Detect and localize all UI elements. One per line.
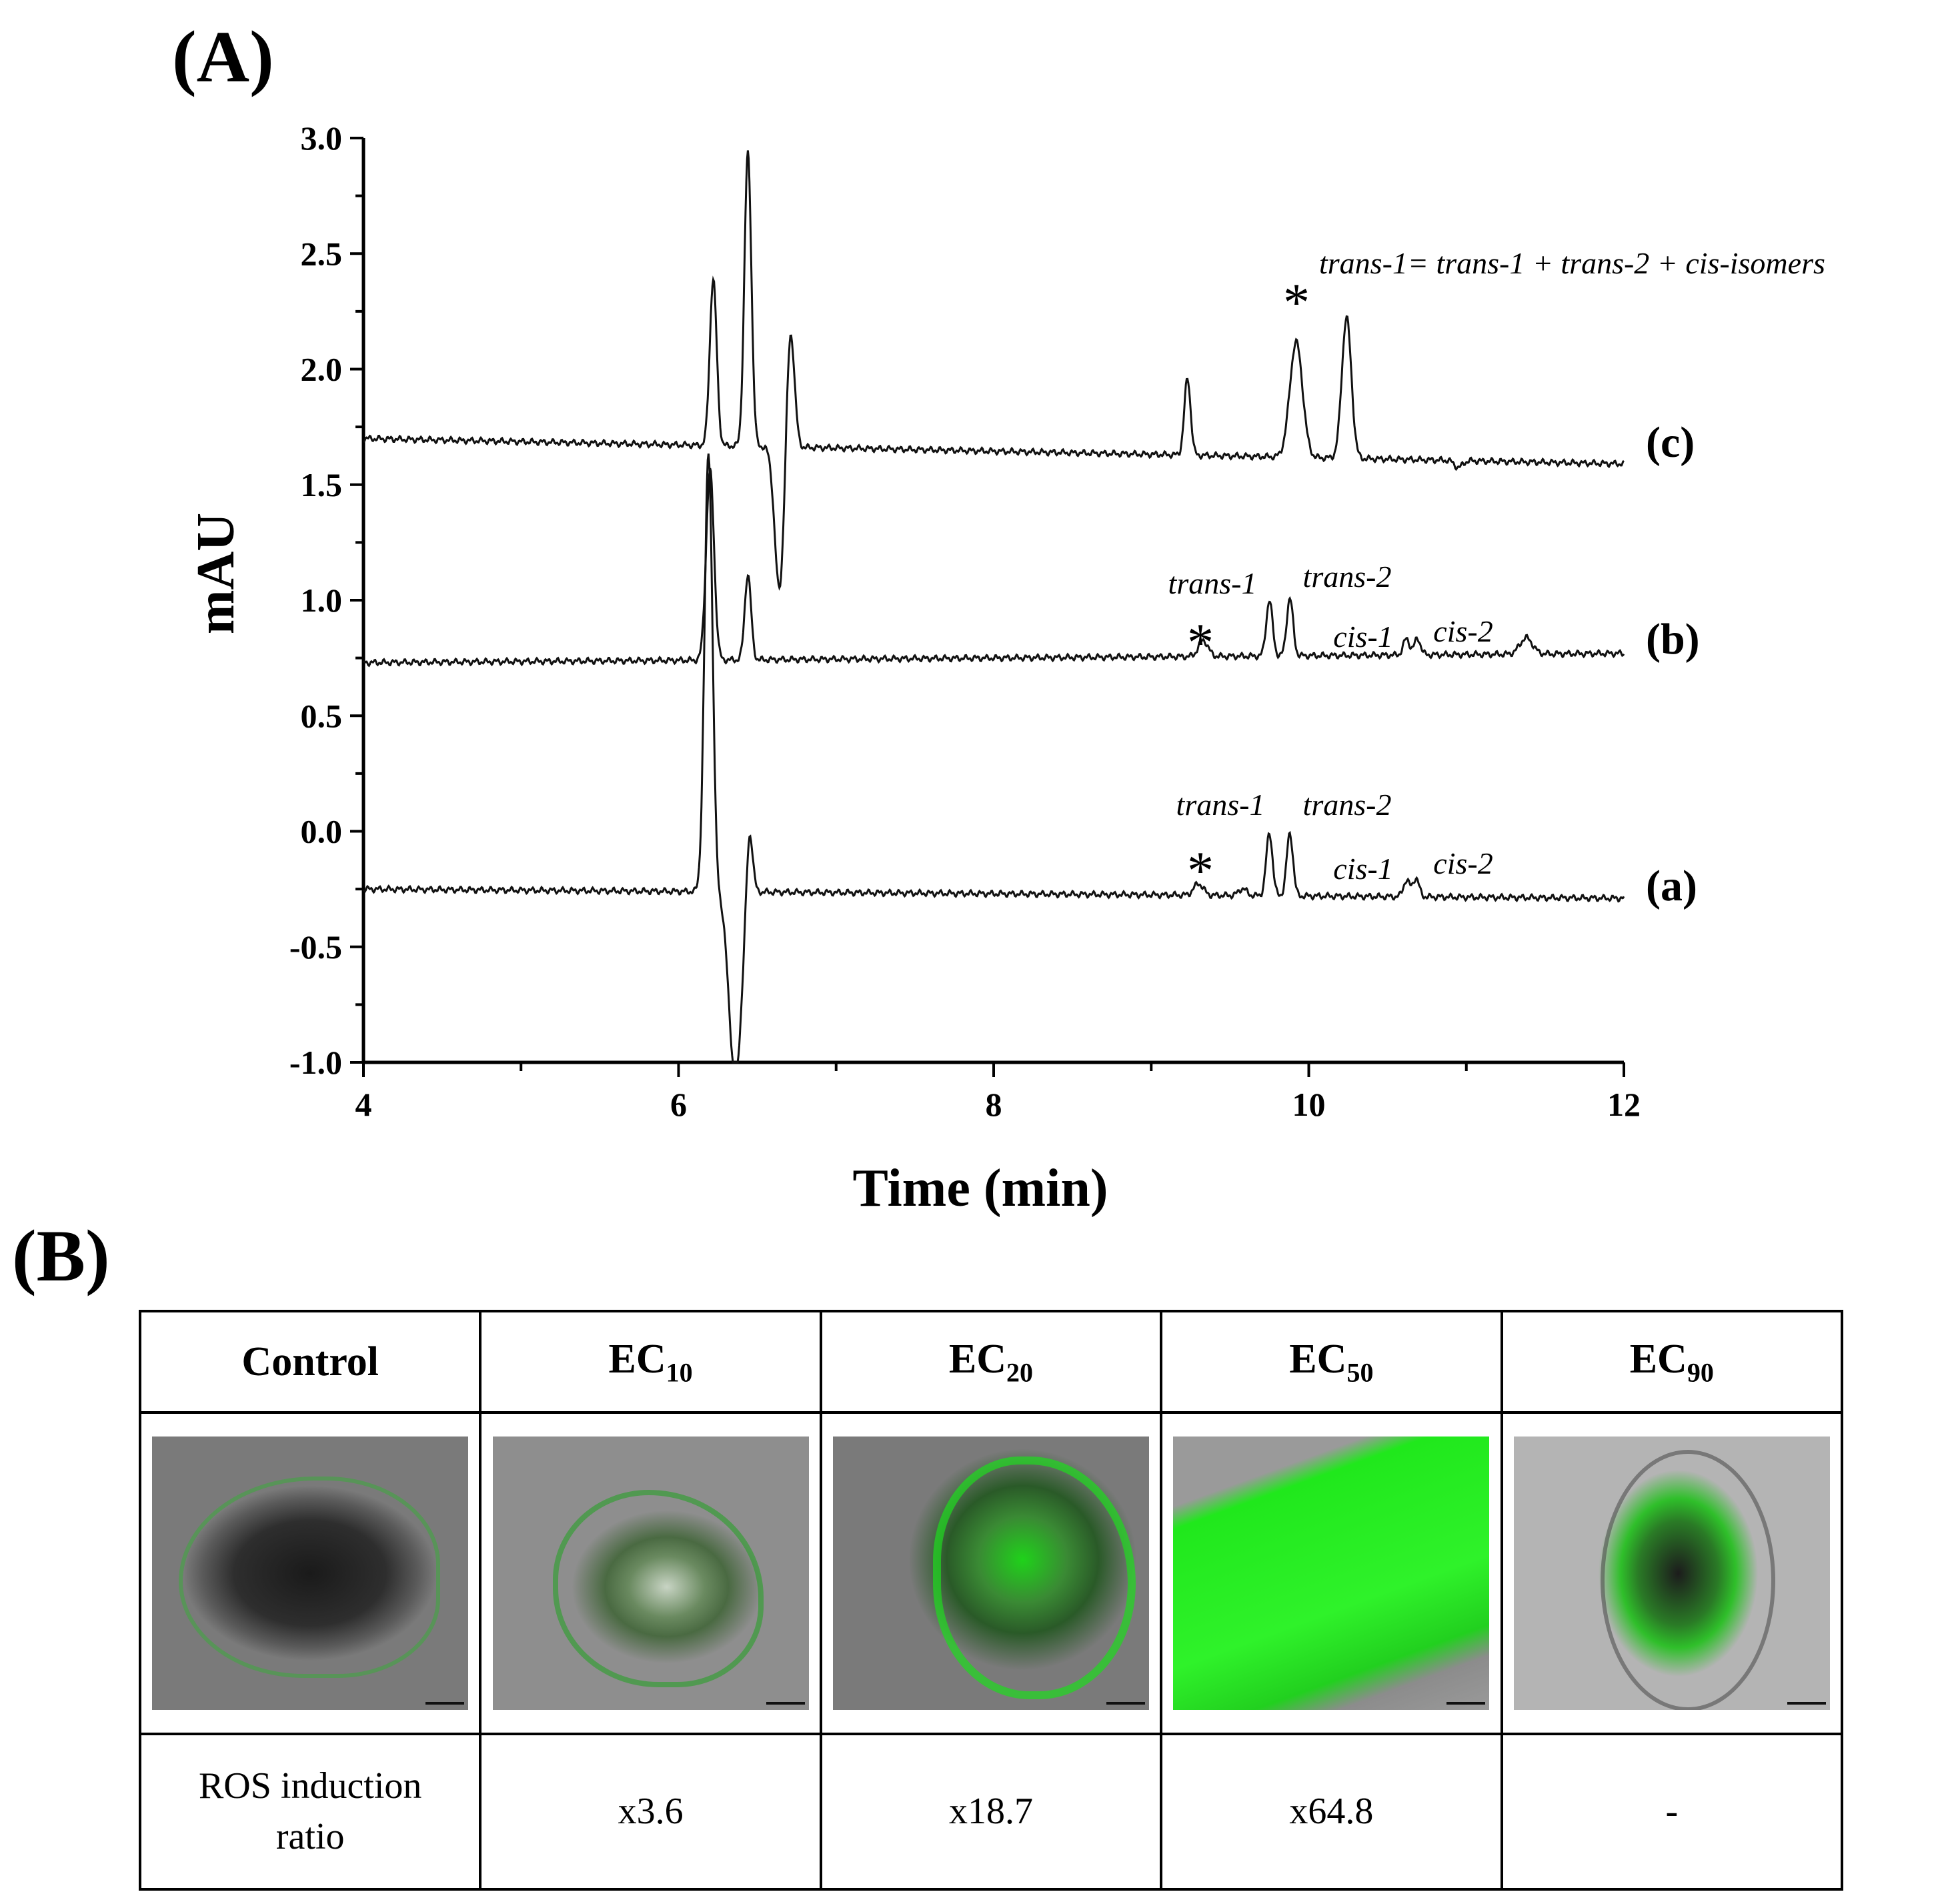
- ros-value-ec20: x18.7: [819, 1733, 1163, 1891]
- traces: [362, 150, 1625, 1064]
- table-image-row: [138, 1411, 1844, 1735]
- annotation-cis1-a: cis-1: [1333, 852, 1392, 886]
- ros-row-label: ROS induction ratio: [138, 1733, 482, 1891]
- image-cell-ec50: [1160, 1411, 1503, 1735]
- scale-bar: [425, 1702, 465, 1705]
- trace-c: [363, 150, 1625, 591]
- table-ros-row: ROS induction ratio x3.6 x18.7 x64.8 -: [138, 1733, 1844, 1891]
- annotation-trans1-b: trans-1: [1168, 566, 1257, 600]
- scale-bar: [1446, 1702, 1486, 1705]
- y-tick-label: -0.5: [289, 928, 342, 966]
- annotation-cis2-a: cis-2: [1433, 846, 1493, 880]
- panel-b-label: (B): [12, 1215, 110, 1296]
- x-tick-label: 10: [1292, 1086, 1326, 1123]
- micrograph-control: [152, 1437, 469, 1710]
- trace-a: [362, 453, 1625, 1064]
- axes: -1.0 -0.5 0.0 0.5 1.0 1.5 2.0 2.5 3.0 4 6 8 10 12: [289, 119, 1641, 1123]
- annotation-equation: trans-1= trans-1 + trans-2 + cis-isomers: [1319, 246, 1825, 280]
- image-cell-control: [138, 1411, 482, 1735]
- x-tick-label: 4: [355, 1086, 372, 1123]
- annotation-star-a: *: [1187, 842, 1214, 900]
- table-header-row: Control EC10 EC20 EC50 EC90: [138, 1310, 1844, 1414]
- y-tick-label: 1.0: [301, 582, 343, 619]
- header-subscript: 50: [1346, 1357, 1374, 1388]
- annotation-cis2-b: cis-2: [1433, 614, 1493, 648]
- x-tick-label: 8: [986, 1086, 1002, 1123]
- trace-label-b: (b): [1646, 615, 1700, 664]
- ros-value-ec90: -: [1500, 1733, 1844, 1891]
- y-axis-title: mAU: [187, 513, 245, 634]
- micrograph-ec90: [1513, 1437, 1830, 1710]
- header-cell-ec50: EC50: [1160, 1310, 1503, 1414]
- annotation-trans2-b: trans-2: [1303, 560, 1392, 594]
- trace-label-c: (c): [1646, 418, 1695, 467]
- header-cell-ec10: EC10: [479, 1310, 822, 1414]
- image-cell-ec10: [479, 1411, 822, 1735]
- header-cell-ec20: EC20: [819, 1310, 1163, 1414]
- y-tick-label: 2.5: [301, 235, 343, 272]
- micrograph-ec20: [832, 1437, 1149, 1710]
- y-tick-label: 2.0: [301, 351, 343, 388]
- header-text: EC: [608, 1336, 666, 1382]
- x-tick-label: 12: [1607, 1086, 1641, 1123]
- y-tick-label: 0.0: [301, 813, 343, 850]
- panel-a-label: (A): [172, 16, 274, 97]
- scale-bar: [1106, 1702, 1145, 1705]
- header-subscript: 10: [666, 1357, 693, 1388]
- scale-bar: [1787, 1702, 1826, 1705]
- header-subscript: 90: [1687, 1357, 1714, 1388]
- image-cell-ec90: [1500, 1411, 1844, 1735]
- y-tick-label: -1.0: [289, 1044, 342, 1081]
- ros-value-ec50: x64.8: [1160, 1733, 1503, 1891]
- header-text: EC: [948, 1336, 1007, 1382]
- header-text: EC: [1289, 1336, 1347, 1382]
- y-tick-label: 1.5: [301, 466, 343, 504]
- results-table: Control EC10 EC20 EC50 EC90: [138, 1310, 1844, 1891]
- x-tick-label: 6: [670, 1086, 687, 1123]
- image-cell-ec20: [819, 1411, 1163, 1735]
- annotation-star-b: *: [1187, 614, 1214, 672]
- header-text: Control: [241, 1338, 379, 1384]
- x-axis-title: Time (min): [853, 1159, 1108, 1218]
- micrograph-ec10: [492, 1437, 809, 1710]
- header-subscript: 20: [1006, 1357, 1034, 1388]
- micrograph-ec50: [1173, 1437, 1490, 1710]
- scale-bar: [766, 1702, 805, 1705]
- ros-value-ec10: x3.6: [479, 1733, 822, 1891]
- header-cell-ec90: EC90: [1500, 1310, 1844, 1414]
- y-tick-label: 3.0: [301, 119, 343, 157]
- annotation-cis1-b: cis-1: [1333, 620, 1392, 654]
- header-cell-control: Control: [138, 1310, 482, 1414]
- annotations: (c) (b) (a) trans-1= trans-1 + trans-2 + ci…: [1168, 246, 1825, 910]
- annotation-trans2-a: trans-2: [1303, 788, 1392, 822]
- annotation-star-c: *: [1283, 273, 1310, 332]
- y-tick-label: 0.5: [301, 697, 343, 734]
- trace-label-a: (a): [1646, 862, 1697, 910]
- chromatogram-chart: -1.0 -0.5 0.0 0.5 1.0 1.5 2.0 2.5 3.0 4 6 8 10 12 (c)…: [187, 119, 1825, 1218]
- annotation-trans1-a: trans-1: [1176, 788, 1265, 822]
- header-text: EC: [1629, 1336, 1687, 1382]
- trace-b: [362, 467, 1625, 668]
